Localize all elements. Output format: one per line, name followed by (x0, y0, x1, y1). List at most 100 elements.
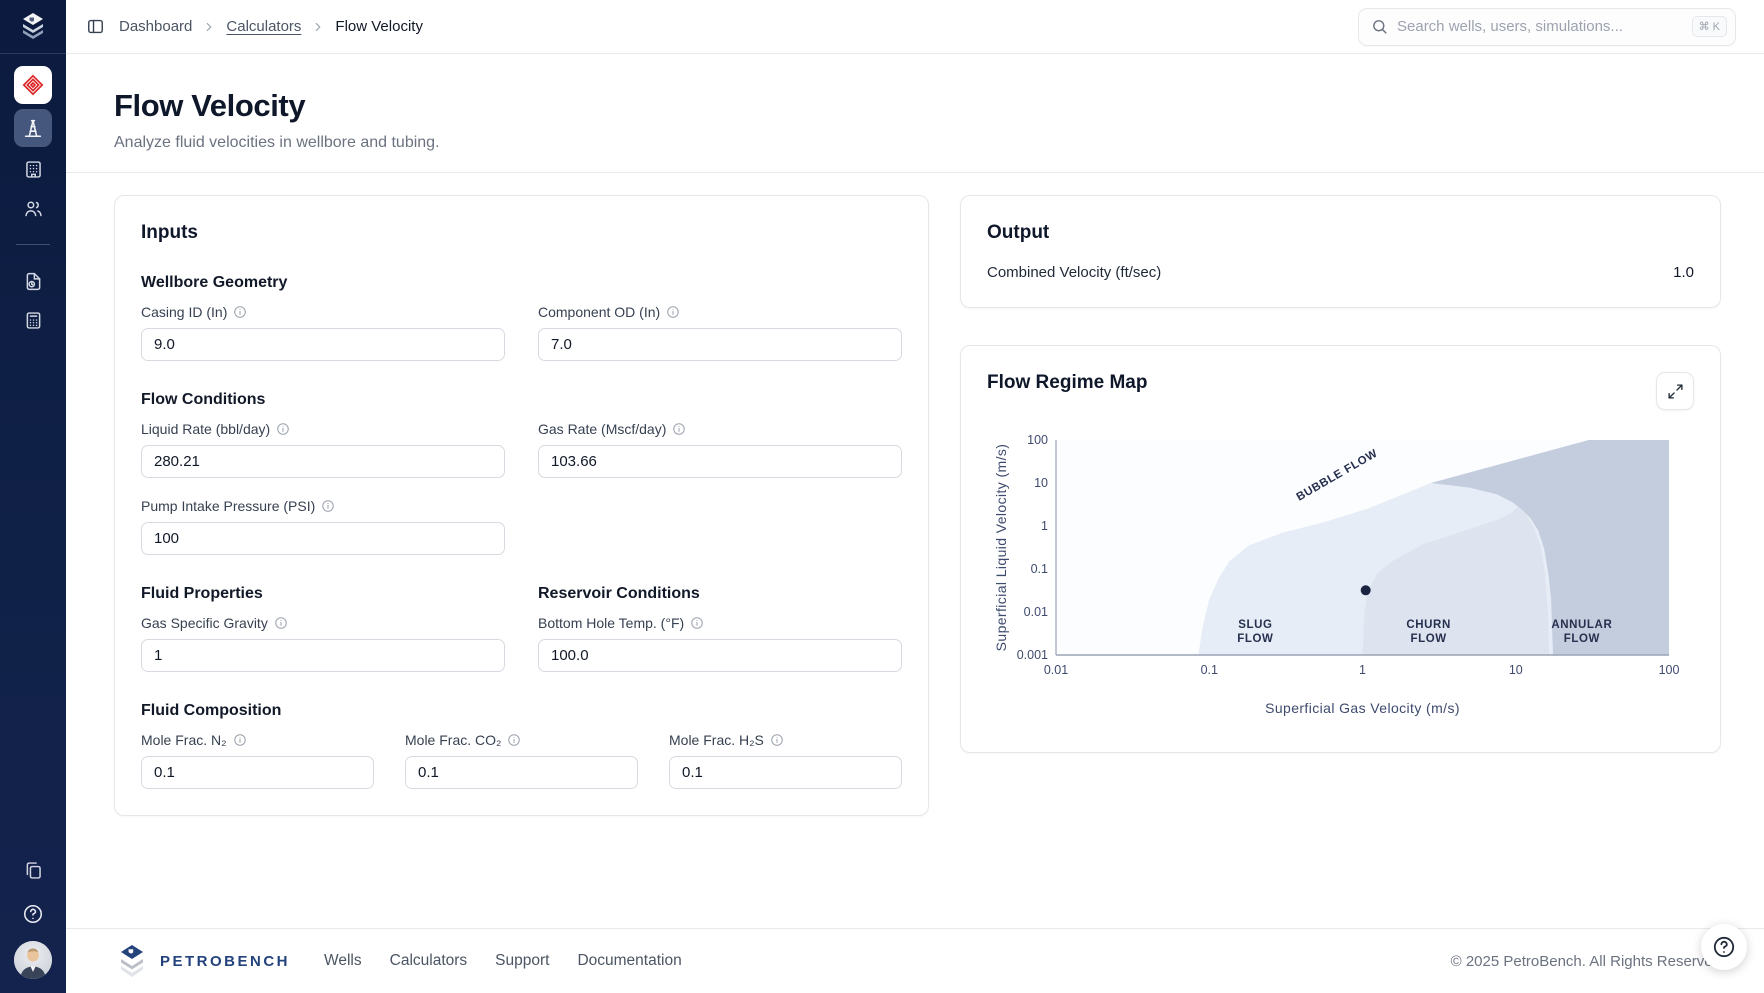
file-history-icon (26, 272, 40, 290)
svg-text:Superficial Liquid Velocity (m: Superficial Liquid Velocity (m/s) (993, 444, 1009, 652)
field-liquid-rate: Liquid Rate (bbl/day) (141, 421, 505, 478)
help-fab-button[interactable] (1701, 924, 1747, 970)
field-mole-frac-n2: Mole Frac. N₂ (141, 732, 374, 789)
field-bottom-hole-temp: Bottom Hole Temp. (°F) (538, 615, 902, 672)
inputs-title: Inputs (141, 222, 198, 243)
field-label: Mole Frac. CO₂ (405, 732, 502, 748)
footer-link-documentation[interactable]: Documentation (577, 952, 682, 969)
chart-container: 0.01 0.1 1 10 100 100 10 1 0.1 0.01 0.001 BUBBLE FL… (987, 426, 1694, 726)
svg-text:1: 1 (1041, 519, 1048, 533)
gas-specific-gravity-input[interactable] (141, 639, 505, 672)
page-header: Flow Velocity Analyze fluid velocities i… (66, 54, 1764, 173)
field-mole-frac-h2s: Mole Frac. H₂S (669, 732, 902, 789)
calculator-icon (26, 311, 40, 329)
section-heading: Fluid Properties (141, 585, 263, 602)
sidebar-item-company[interactable] (14, 66, 52, 104)
section-flow-conditions: Flow Conditions Liquid Rate (bbl/day) Ga… (141, 391, 902, 555)
footer-link-support[interactable]: Support (495, 952, 550, 969)
page-subtitle: Analyze fluid velocities in wellbore and… (114, 134, 440, 151)
casing-id-input[interactable] (141, 328, 505, 361)
svg-text:0.1: 0.1 (1200, 663, 1217, 677)
search-icon (1373, 20, 1387, 34)
field-label: Gas Rate (Mscf/day) (538, 421, 667, 437)
info-icon[interactable] (690, 616, 704, 630)
output-row: Combined Velocity (ft/sec) 1.0 (987, 244, 1694, 281)
derrick-icon (24, 119, 42, 138)
sidebar (0, 0, 66, 993)
liquid-rate-input[interactable] (141, 445, 505, 478)
sidebar-item-documents[interactable] (14, 853, 52, 887)
field-label: Liquid Rate (bbl/day) (141, 421, 271, 437)
main-area: Dashboard Calculators Flow Velocity ⌘ K … (66, 0, 1764, 993)
svg-text:10: 10 (1508, 663, 1522, 677)
sidebar-item-wells[interactable] (14, 109, 52, 147)
sidebar-item-facilities[interactable] (14, 152, 52, 186)
help-circle-icon (1713, 936, 1735, 958)
field-label: Gas Specific Gravity (141, 615, 268, 631)
petrobench-footer-logo-icon (121, 945, 143, 977)
user-avatar[interactable] (14, 941, 52, 979)
info-icon[interactable] (770, 733, 784, 747)
field-component-od: Component OD (In) (538, 304, 902, 361)
breadcrumb-calculators[interactable]: Calculators (226, 18, 302, 35)
topbar: Dashboard Calculators Flow Velocity ⌘ K (66, 0, 1764, 54)
output-title: Output (987, 222, 1050, 243)
svg-text:Superficial Gas Velocity (m/s): Superficial Gas Velocity (m/s) (1265, 700, 1460, 716)
field-gas-specific-gravity: Gas Specific Gravity (141, 615, 505, 672)
chevron-right-icon (311, 20, 325, 34)
footer-link-wells[interactable]: Wells (324, 952, 362, 969)
svg-text:1: 1 (1359, 663, 1366, 677)
field-mole-frac-co2: Mole Frac. CO₂ (405, 732, 638, 789)
svg-text:10: 10 (1034, 476, 1048, 490)
info-icon[interactable] (276, 422, 290, 436)
inputs-card: Inputs Wellbore Geometry Casing ID (In) … (114, 195, 929, 816)
field-label: Mole Frac. N₂ (141, 732, 227, 748)
output-value: 1.0 (1673, 264, 1694, 281)
svg-text:0.01: 0.01 (1043, 663, 1067, 677)
info-icon[interactable] (233, 305, 247, 319)
bottom-hole-temp-input[interactable] (538, 639, 902, 672)
expand-button[interactable] (1656, 372, 1694, 410)
gas-rate-input[interactable] (538, 445, 902, 478)
avatar-photo (14, 941, 52, 979)
mole-frac-co2-input[interactable] (405, 756, 638, 789)
mole-frac-n2-input[interactable] (141, 756, 374, 789)
sidebar-item-calculators[interactable] (14, 303, 52, 337)
section-fluid-reservoir: Fluid Properties Gas Specific Gravity Re… (141, 585, 902, 672)
search-input[interactable] (1397, 18, 1683, 35)
svg-text:100: 100 (1658, 663, 1679, 677)
sidebar-toggle-icon[interactable] (86, 17, 105, 36)
info-icon[interactable] (274, 616, 288, 630)
footer-brand[interactable]: PETROBENCH (114, 944, 290, 978)
info-icon[interactable] (321, 499, 335, 513)
breadcrumb-dashboard[interactable]: Dashboard (119, 18, 193, 35)
info-icon[interactable] (233, 733, 247, 747)
company-logo-red-icon (22, 74, 44, 96)
copy-icon (26, 861, 41, 879)
component-od-input[interactable] (538, 328, 902, 361)
search-shortcut-badge: ⌘ K (1691, 16, 1727, 37)
chart-title: Flow Regime Map (987, 372, 1148, 393)
info-icon[interactable] (666, 305, 680, 319)
section-heading: Reservoir Conditions (538, 585, 700, 602)
section-fluid-properties: Fluid Properties Gas Specific Gravity (141, 585, 505, 672)
info-icon[interactable] (507, 733, 521, 747)
mole-frac-h2s-input[interactable] (669, 756, 902, 789)
info-icon[interactable] (672, 422, 686, 436)
footer-link-calculators[interactable]: Calculators (389, 952, 468, 969)
pump-intake-pressure-input[interactable] (141, 522, 505, 555)
sidebar-item-help[interactable] (14, 897, 52, 931)
sidebar-item-users[interactable] (14, 191, 52, 225)
expand-icon (1667, 383, 1683, 399)
sidebar-item-simulations[interactable] (14, 264, 52, 298)
global-search[interactable]: ⌘ K (1358, 7, 1736, 46)
app-logo[interactable] (0, 0, 66, 54)
svg-text:100: 100 (1027, 433, 1048, 447)
section-heading: Flow Conditions (141, 391, 266, 408)
svg-text:0.01: 0.01 (1023, 605, 1047, 619)
